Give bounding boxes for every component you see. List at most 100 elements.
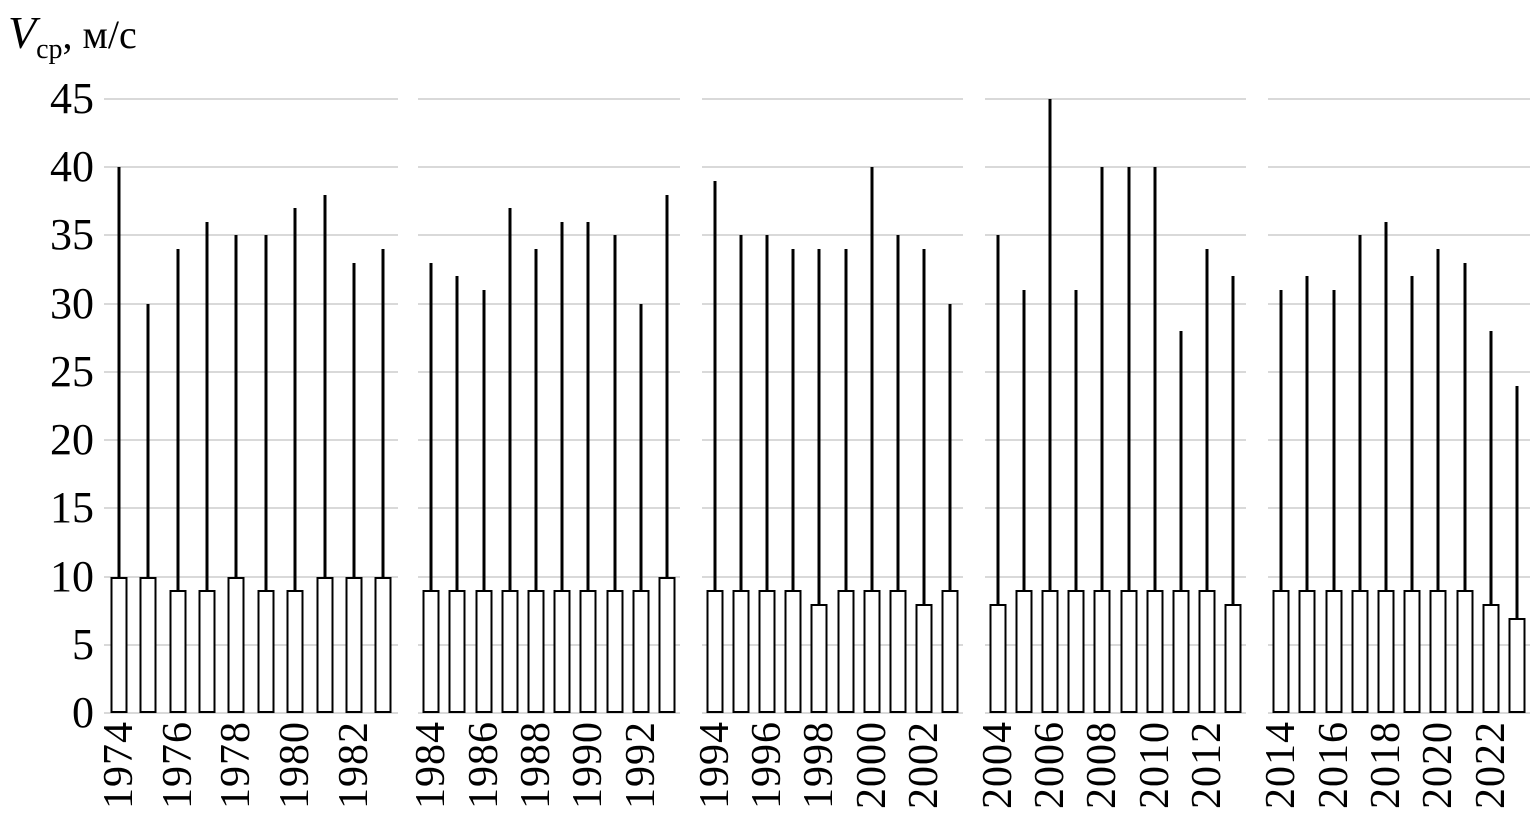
mean-bar <box>784 590 802 713</box>
year-column-2002: 2002 <box>901 99 947 809</box>
mean-bar <box>1272 590 1290 713</box>
max-whisker <box>1332 290 1335 591</box>
mean-bar <box>1172 590 1190 713</box>
year-column-1988: 1988 <box>513 99 559 809</box>
y-axis-title: Vср, м/с <box>8 6 137 66</box>
mean-bar <box>579 590 597 713</box>
year-column-2020: 2020 <box>1415 99 1461 809</box>
gridline <box>702 98 963 100</box>
decade-panel: 1974 1976 1978 1980 1982 <box>96 98 398 809</box>
mean-bar <box>1351 590 1369 713</box>
mean-bar <box>286 590 304 713</box>
max-whisker <box>1410 276 1414 591</box>
mean-bar <box>706 590 724 713</box>
max-whisker <box>1153 167 1157 591</box>
gridline <box>985 302 1246 305</box>
y-axis-tick-label: 40 <box>50 142 94 192</box>
mean-bar <box>1146 590 1164 713</box>
x-axis-year-label: 1998 <box>796 721 843 809</box>
year-column-1998: 1998 <box>796 99 842 809</box>
gridline <box>1268 575 1530 578</box>
mean-bar <box>110 576 128 713</box>
mean-bar <box>658 576 676 713</box>
gridline <box>1268 166 1530 169</box>
max-whisker <box>1127 167 1131 591</box>
x-axis-year-label: 1976 <box>154 721 201 809</box>
x-axis-year-label: 2002 <box>900 721 947 809</box>
gridline <box>418 507 680 510</box>
x-axis-year-label: 1984 <box>408 721 455 809</box>
year-column-1991 <box>601 99 627 713</box>
x-axis-year-label: 1996 <box>744 721 791 809</box>
max-whisker <box>117 167 121 577</box>
year-column-2010: 2010 <box>1132 99 1178 809</box>
max-whisker <box>713 180 717 591</box>
max-whisker <box>665 194 669 577</box>
mean-bar <box>345 576 363 713</box>
gridline <box>702 507 963 510</box>
plot-area: 1974 1976 1978 1980 1982 1984 1986 1988 1990 1992… <box>96 98 1532 809</box>
max-whisker <box>205 221 209 591</box>
gridline <box>418 234 680 237</box>
year-column-1995 <box>728 99 754 713</box>
y-axis-tick-label: 10 <box>50 551 94 601</box>
mean-bar <box>527 590 545 713</box>
gridline <box>1268 98 1530 100</box>
max-whisker <box>381 249 385 577</box>
year-column-2022: 2022 <box>1468 99 1514 809</box>
max-whisker <box>1022 290 1026 591</box>
mean-bar <box>553 590 571 713</box>
year-column-2003 <box>937 99 963 713</box>
mean-bar <box>1120 590 1138 713</box>
gridline <box>702 439 963 442</box>
y-axis-tick-label: 0 <box>72 688 94 737</box>
year-column-1997 <box>780 99 806 713</box>
year-column-2017 <box>1347 99 1373 713</box>
y-axis-title-symbol: V <box>8 7 37 58</box>
mean-bar <box>863 590 881 713</box>
max-whisker <box>817 249 821 604</box>
mean-bar <box>1403 590 1421 713</box>
mean-bar <box>227 576 245 713</box>
max-whisker <box>176 249 180 591</box>
gridline <box>985 507 1246 510</box>
y-axis-tick-label: 20 <box>50 415 94 465</box>
max-whisker <box>1384 221 1388 591</box>
gridline <box>1268 302 1530 305</box>
year-column-1978: 1978 <box>213 99 259 809</box>
max-whisker <box>844 249 848 591</box>
year-column-1990: 1990 <box>565 99 611 809</box>
max-whisker <box>1463 262 1467 591</box>
max-whisker <box>1100 167 1104 591</box>
gridline <box>104 166 398 169</box>
year-column-1975 <box>133 99 162 713</box>
max-whisker <box>146 303 150 577</box>
max-whisker <box>613 235 617 591</box>
year-column-2012: 2012 <box>1184 99 1230 809</box>
max-whisker <box>560 221 564 591</box>
x-axis-year-label: 1990 <box>565 721 612 809</box>
year-column-1979 <box>251 99 280 713</box>
mean-bar <box>198 590 216 713</box>
x-axis-year-label: 2022 <box>1467 721 1514 809</box>
mean-bar <box>915 603 933 713</box>
max-whisker <box>586 221 590 591</box>
mean-bar <box>941 590 959 713</box>
year-column-2018: 2018 <box>1363 99 1409 809</box>
gridline <box>418 370 680 373</box>
x-axis-year-label: 1992 <box>617 721 664 809</box>
bar-slots: 1994 1996 1998 2000 2002 <box>692 99 963 809</box>
x-axis-year-label: 1974 <box>95 721 142 809</box>
year-column-1977 <box>192 99 221 713</box>
decade-panel: 1994 1996 1998 2000 2002 <box>692 98 963 809</box>
decade-panel: 2014 2016 2018 2020 2022 <box>1258 98 1530 809</box>
mean-bar <box>316 576 334 713</box>
y-axis-title-units: , м/с <box>62 12 137 57</box>
max-whisker <box>1231 276 1235 604</box>
max-whisker <box>1074 290 1078 591</box>
mean-bar <box>837 590 855 713</box>
mean-bar <box>501 590 519 713</box>
max-whisker <box>1179 330 1183 591</box>
gridline <box>418 643 680 646</box>
gridline <box>1268 439 1530 442</box>
